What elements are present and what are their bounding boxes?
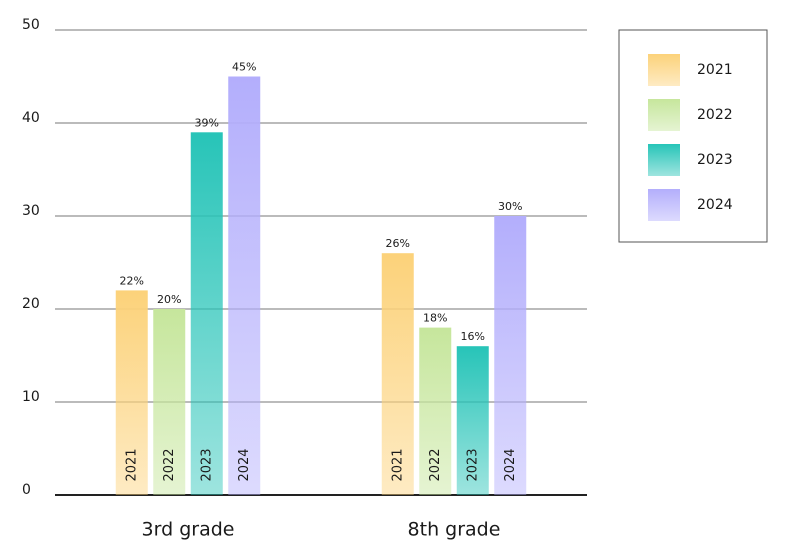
bar xyxy=(419,327,452,495)
x-tick-label: 8th grade xyxy=(408,519,501,541)
value-label: 30% xyxy=(498,200,522,213)
legend-label: 2021 xyxy=(697,62,733,78)
y-tick-label: 10 xyxy=(22,389,40,405)
x-tick-label: 3rd grade xyxy=(142,519,235,541)
bar-year-label: 2022 xyxy=(428,448,443,481)
bar-year-label: 2024 xyxy=(503,448,518,481)
y-tick-label: 0 xyxy=(22,482,31,498)
value-label: 39% xyxy=(195,116,219,129)
bar-year-label: 2021 xyxy=(390,448,405,481)
bar-year-label: 2022 xyxy=(162,448,177,481)
y-tick-label: 20 xyxy=(22,296,40,312)
legend-label: 2022 xyxy=(697,107,733,123)
value-label: 26% xyxy=(386,237,410,250)
value-label: 18% xyxy=(423,312,447,325)
bar-year-label: 2023 xyxy=(199,448,214,481)
legend-swatch xyxy=(648,144,680,176)
bar-year-label: 2023 xyxy=(465,448,480,481)
bar xyxy=(190,132,223,496)
value-label: 45% xyxy=(232,61,256,74)
value-label: 16% xyxy=(461,330,485,343)
y-tick-label: 30 xyxy=(22,203,40,219)
bar xyxy=(115,290,148,495)
y-tick-label: 50 xyxy=(22,17,40,33)
bar xyxy=(494,216,527,495)
bar xyxy=(228,76,261,495)
bar xyxy=(381,253,414,495)
legend-swatch xyxy=(648,54,680,86)
legend-label: 2023 xyxy=(697,152,733,168)
bar xyxy=(153,309,186,495)
legend-swatch xyxy=(648,189,680,221)
bar xyxy=(456,346,489,495)
legend-label: 2024 xyxy=(697,197,733,213)
bar-year-label: 2021 xyxy=(124,448,139,481)
y-tick-label: 40 xyxy=(22,110,40,126)
bar-year-label: 2024 xyxy=(237,448,252,481)
value-label: 20% xyxy=(157,293,181,306)
legend-box xyxy=(618,29,768,243)
value-label: 22% xyxy=(120,274,144,287)
legend-swatch xyxy=(648,99,680,131)
